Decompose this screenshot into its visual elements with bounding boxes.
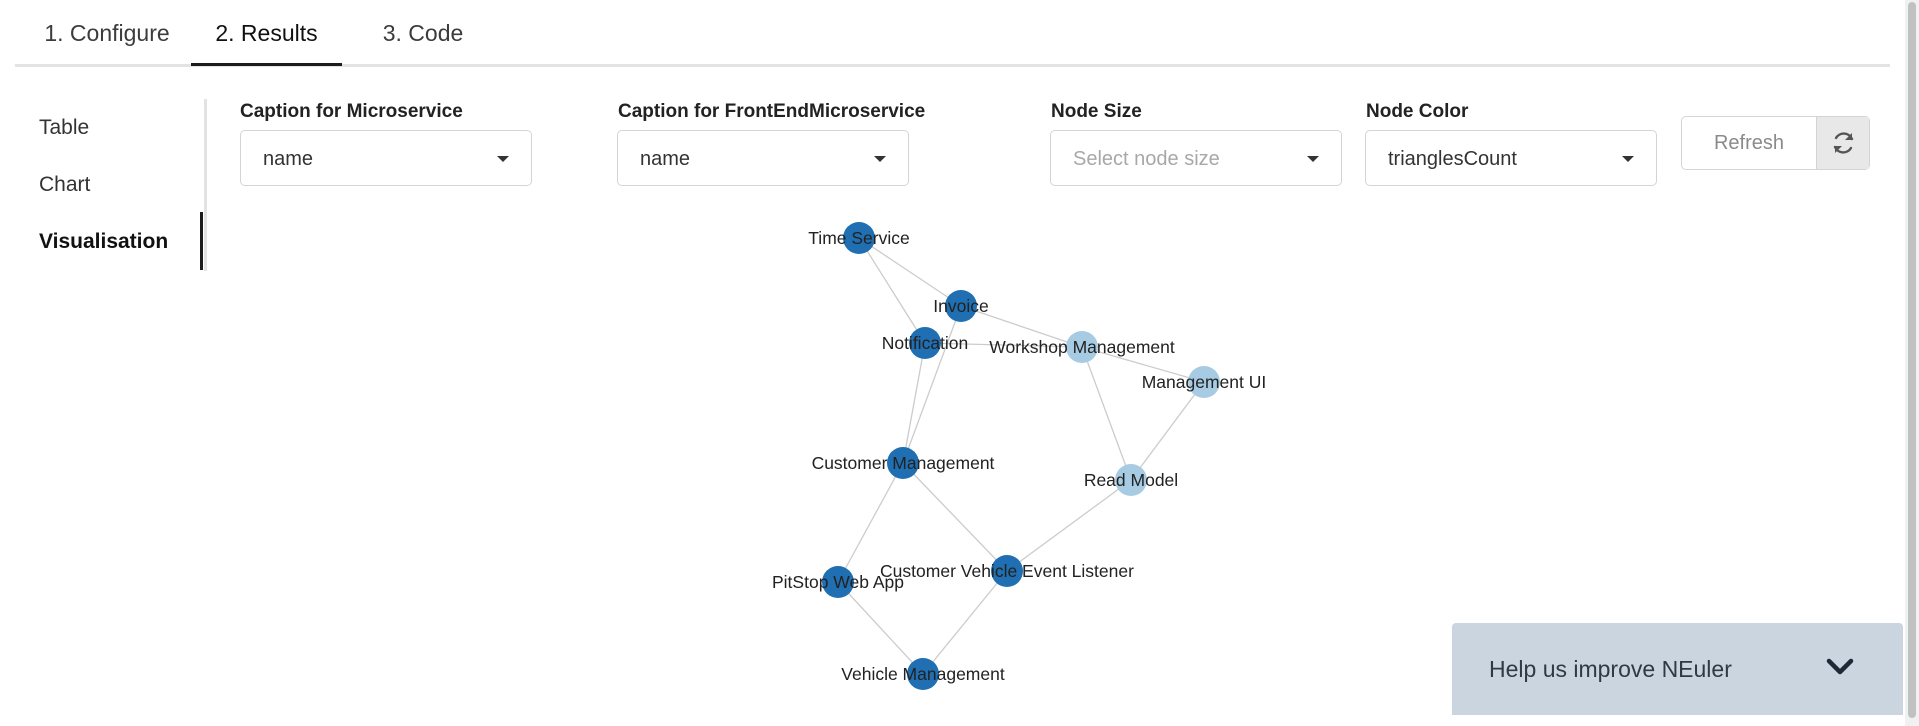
dropdown-caret-icon [497,156,509,162]
node-color-label: Node Color [1366,101,1469,122]
graph-edge [902,305,962,464]
caption-frontend-label: Caption for FrontEndMicroservice [618,101,926,122]
graph-edge [1130,381,1205,481]
graph-node-label: Customer Vehicle Event Listener [880,561,1134,581]
result-view-menu: Table Chart Visualisation [0,99,207,271]
graph-edge [960,305,1083,348]
active-menu-indicator [200,212,203,270]
node-color-value: trianglesCount [1388,148,1517,170]
tab-results[interactable]: 2. Results [191,0,342,66]
graph-node-pitstop[interactable] [822,566,854,598]
feedback-text: Help us improve NEuler [1489,656,1732,682]
caption-microservice-value: name [263,148,314,170]
menu-item-chart[interactable]: Chart [39,173,91,196]
graph-node-vehicle[interactable] [907,658,939,690]
graph-node-label: Workshop Management [989,337,1175,357]
graph-edge [1006,479,1132,572]
graph-node-label: Time Service [808,228,909,248]
graph-node-customer[interactable] [887,447,919,479]
graph-edge [922,570,1008,675]
graph-edge [837,462,904,583]
caption-frontend-dropdown[interactable]: name [617,130,909,186]
node-size-dropdown[interactable]: Select node size [1050,130,1342,186]
node-size-placeholder: Select node size [1073,148,1220,170]
refresh-button[interactable]: Refresh [1713,132,1785,154]
graph-edge [902,462,1008,572]
caption-microservice-label: Caption for Microservice [240,101,463,122]
graph-edges [837,237,1205,675]
graph-node-time[interactable] [843,222,875,254]
graph-node-label: Management UI [1142,372,1267,392]
graph-edge [1081,346,1205,383]
graph-node-workshop[interactable] [1066,331,1098,363]
graph-node-label: Notification [882,333,969,353]
node-size-label: Node Size [1051,101,1142,122]
graph-node-invoice[interactable] [945,290,977,322]
page-scrollbar[interactable] [1905,0,1919,726]
graph-edge [902,342,926,464]
results-tab-bar: 1. Configure 2. Results 3. Code [15,0,1890,67]
dropdown-caret-icon [874,156,886,162]
graph-node-label: PitStop Web App [772,572,904,592]
graph-edge [858,237,962,307]
graph-node-cvel[interactable] [991,555,1023,587]
graph-node-label: Vehicle Management [841,664,1005,684]
graph-node-label: Read Model [1084,470,1178,490]
menu-item-visualisation[interactable]: Visualisation [39,230,169,253]
refresh-icon [1833,132,1854,154]
tab-configure[interactable]: 1. Configure [44,20,170,46]
graph-node-label: Customer Management [812,453,995,473]
dropdown-caret-icon [1622,156,1634,162]
chevron-down-icon[interactable] [1825,656,1855,678]
graph-node-mgmtui[interactable] [1188,366,1220,398]
menu-item-table[interactable]: Table [39,116,90,139]
graph-edge [924,342,1083,348]
node-color-dropdown[interactable]: trianglesCount [1365,130,1657,186]
graph-node-notification[interactable] [909,327,941,359]
graph-edge [837,581,924,675]
graph-node-readmodel[interactable] [1115,464,1147,496]
dropdown-caret-icon [1307,156,1319,162]
graph-nodes: Time Service Invoice Notification Workshop … [772,222,1266,690]
graph-edge [1081,346,1132,481]
refresh-button-group: Refresh [1681,116,1870,170]
caption-frontend-value: name [640,148,691,170]
graph-edge [858,237,926,344]
caption-microservice-dropdown[interactable]: name [240,130,532,186]
feedback-panel: Help us improve NEuler [1452,623,1903,715]
tab-code[interactable]: 3. Code [382,20,464,46]
scrollbar-thumb[interactable] [1908,2,1916,718]
graph-node-label: Invoice [933,296,988,316]
refresh-icon-button[interactable] [1816,117,1869,169]
